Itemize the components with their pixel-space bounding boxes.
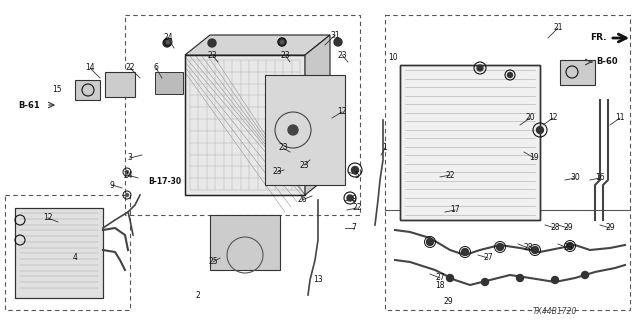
- Circle shape: [477, 65, 483, 71]
- Text: 23: 23: [272, 167, 282, 177]
- Text: 23: 23: [207, 51, 217, 60]
- Text: 12: 12: [548, 114, 557, 123]
- Text: 12: 12: [337, 108, 347, 116]
- Bar: [75, 80, 100, 100]
- Circle shape: [163, 39, 171, 47]
- Text: 23: 23: [337, 51, 347, 60]
- Text: TX44B1720: TX44B1720: [533, 308, 577, 316]
- Text: 2: 2: [196, 291, 200, 300]
- Text: 4: 4: [72, 253, 77, 262]
- Text: B-17-30: B-17-30: [148, 178, 181, 187]
- Circle shape: [461, 249, 468, 255]
- Text: 19: 19: [529, 154, 539, 163]
- Bar: [265, 75, 345, 185]
- Text: 29: 29: [443, 298, 453, 307]
- Text: 31: 31: [330, 30, 340, 39]
- Text: 7: 7: [351, 223, 356, 233]
- Text: 14: 14: [85, 63, 95, 73]
- Text: 8: 8: [351, 196, 356, 204]
- Bar: [15, 208, 103, 298]
- Text: B-60: B-60: [596, 58, 618, 67]
- Text: 28: 28: [550, 223, 560, 233]
- Text: 20: 20: [525, 114, 535, 123]
- Circle shape: [552, 276, 559, 284]
- Bar: [560, 60, 595, 85]
- Text: 29: 29: [563, 223, 573, 233]
- Circle shape: [334, 38, 342, 46]
- Text: 25: 25: [208, 258, 218, 267]
- Text: 22: 22: [125, 63, 135, 73]
- Circle shape: [125, 171, 129, 173]
- Bar: [5, 195, 130, 310]
- Bar: [125, 15, 360, 215]
- Circle shape: [481, 278, 488, 285]
- Polygon shape: [305, 35, 330, 195]
- Circle shape: [582, 271, 589, 278]
- Bar: [15, 208, 103, 298]
- Text: 13: 13: [313, 276, 323, 284]
- Text: 23: 23: [278, 143, 288, 153]
- Text: 23: 23: [280, 51, 290, 60]
- Circle shape: [497, 244, 504, 251]
- Circle shape: [166, 41, 170, 44]
- Bar: [155, 72, 183, 94]
- Text: 22: 22: [445, 171, 455, 180]
- Circle shape: [278, 38, 286, 46]
- Bar: [105, 72, 135, 97]
- Bar: [400, 65, 540, 220]
- Text: 23: 23: [299, 161, 309, 170]
- Bar: [400, 65, 540, 220]
- Circle shape: [426, 238, 433, 245]
- Text: 21: 21: [553, 23, 563, 33]
- Bar: [185, 55, 305, 195]
- Circle shape: [566, 243, 573, 250]
- Circle shape: [536, 126, 543, 133]
- Text: 9: 9: [109, 180, 115, 189]
- Text: B-61: B-61: [18, 100, 40, 109]
- Bar: [385, 210, 630, 310]
- Text: 29: 29: [605, 223, 615, 233]
- Polygon shape: [185, 35, 330, 55]
- Circle shape: [208, 39, 216, 47]
- Text: 28: 28: [524, 244, 532, 252]
- Circle shape: [125, 194, 129, 196]
- Circle shape: [347, 195, 353, 201]
- Text: 10: 10: [388, 53, 398, 62]
- Bar: [210, 215, 280, 270]
- Text: 24: 24: [163, 34, 173, 43]
- Bar: [185, 55, 305, 195]
- Text: 18: 18: [435, 281, 445, 290]
- Text: 30: 30: [570, 173, 580, 182]
- Text: 15: 15: [52, 85, 62, 94]
- Text: 12: 12: [44, 213, 52, 222]
- Circle shape: [280, 41, 284, 44]
- Text: 11: 11: [615, 114, 625, 123]
- Text: 29: 29: [563, 244, 573, 252]
- Text: 3: 3: [127, 154, 132, 163]
- Circle shape: [288, 125, 298, 135]
- Circle shape: [508, 73, 513, 77]
- Circle shape: [447, 275, 454, 282]
- Text: 27: 27: [435, 274, 445, 283]
- Text: 6: 6: [154, 63, 159, 73]
- Circle shape: [516, 275, 524, 282]
- Text: FR.: FR.: [590, 34, 607, 43]
- Text: 27: 27: [483, 253, 493, 262]
- Text: 16: 16: [595, 173, 605, 182]
- Text: 22: 22: [352, 204, 362, 212]
- Text: 24: 24: [123, 171, 133, 180]
- Circle shape: [351, 166, 358, 173]
- Text: 1: 1: [383, 143, 387, 153]
- Text: 17: 17: [450, 205, 460, 214]
- Text: 5: 5: [355, 171, 360, 180]
- Bar: [385, 15, 630, 210]
- Circle shape: [531, 246, 538, 253]
- Text: 26: 26: [297, 196, 307, 204]
